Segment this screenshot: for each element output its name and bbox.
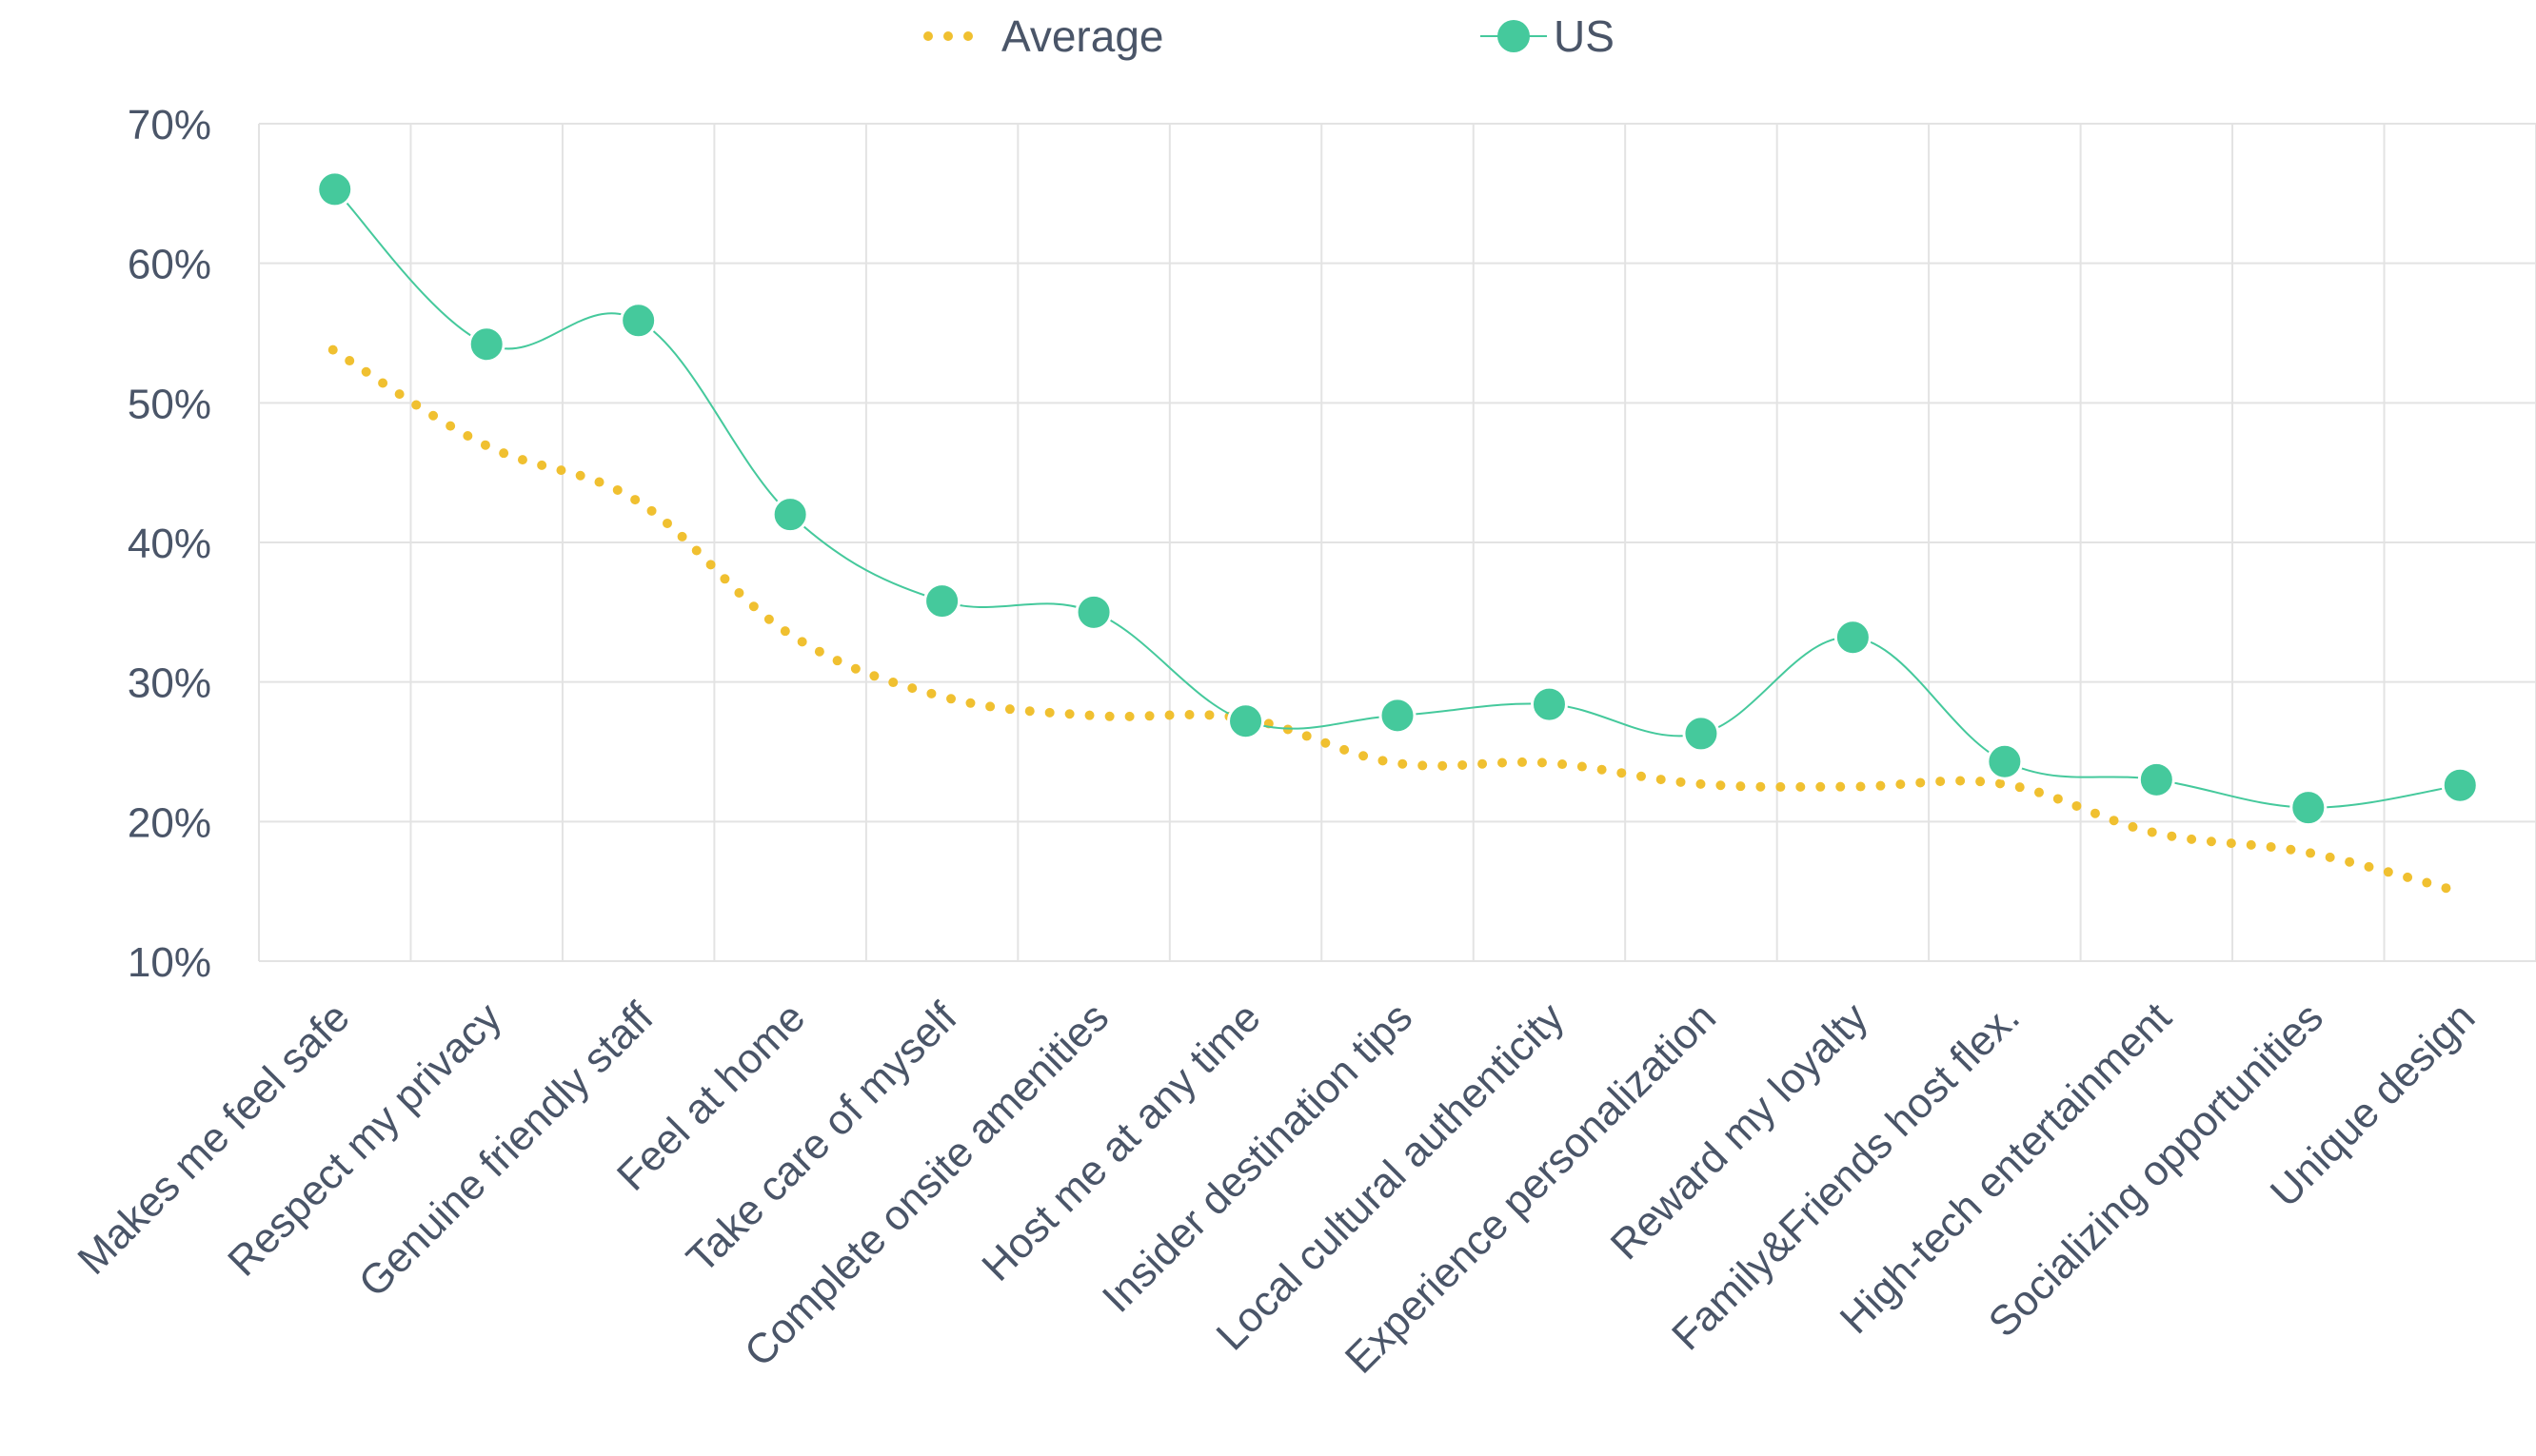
series-us-point [1378,697,1417,735]
series-us-point [2137,760,2175,798]
series-us-point [2289,789,2328,827]
series-us-point [1075,593,1113,631]
series-us-line [334,188,2461,809]
series-average-line [327,344,2464,896]
series-us-point [1227,702,1265,740]
x-tick-label: Take care of myself [678,994,966,1282]
y-axis: 10% 20% 30% 40% 50% 60% 70% [128,102,211,986]
x-tick-label: Reward my loyalty [1602,994,1877,1269]
y-tick-label: 30% [128,660,211,707]
y-tick-label: 10% [128,939,211,986]
x-tick-label: Genuine friendly staff [350,994,664,1307]
series-us-point [620,302,658,340]
legend-us-label: US [1554,11,1615,61]
series-layer [316,170,2479,896]
x-tick-label: Host me at any time [973,994,1269,1289]
series-us-point [316,170,354,208]
legend-us-swatch-point [1497,20,1530,52]
series-us-point [1986,742,2024,780]
y-tick-label: 40% [128,521,211,567]
y-tick-label: 50% [128,381,211,427]
y-tick-label: 20% [128,799,211,846]
y-tick-label: 60% [128,242,211,288]
legend-average-label: Average [1001,11,1164,61]
y-tick-label: 70% [128,102,211,148]
grid-lines [258,123,2536,962]
series-us-point [771,496,809,534]
legend: Average US [923,11,1615,61]
series-us-point [467,325,505,364]
series-us-point [923,582,961,620]
series-us-point [1833,619,1872,657]
x-tick-label: Insider destination tips [1094,994,1421,1321]
x-tick-label: Respect my privacy [219,994,510,1285]
x-tick-label: Makes me feel safe [69,994,358,1283]
series-us-point [1682,715,1720,753]
series-us-point [1530,685,1568,723]
series-us-point [2441,766,2479,804]
